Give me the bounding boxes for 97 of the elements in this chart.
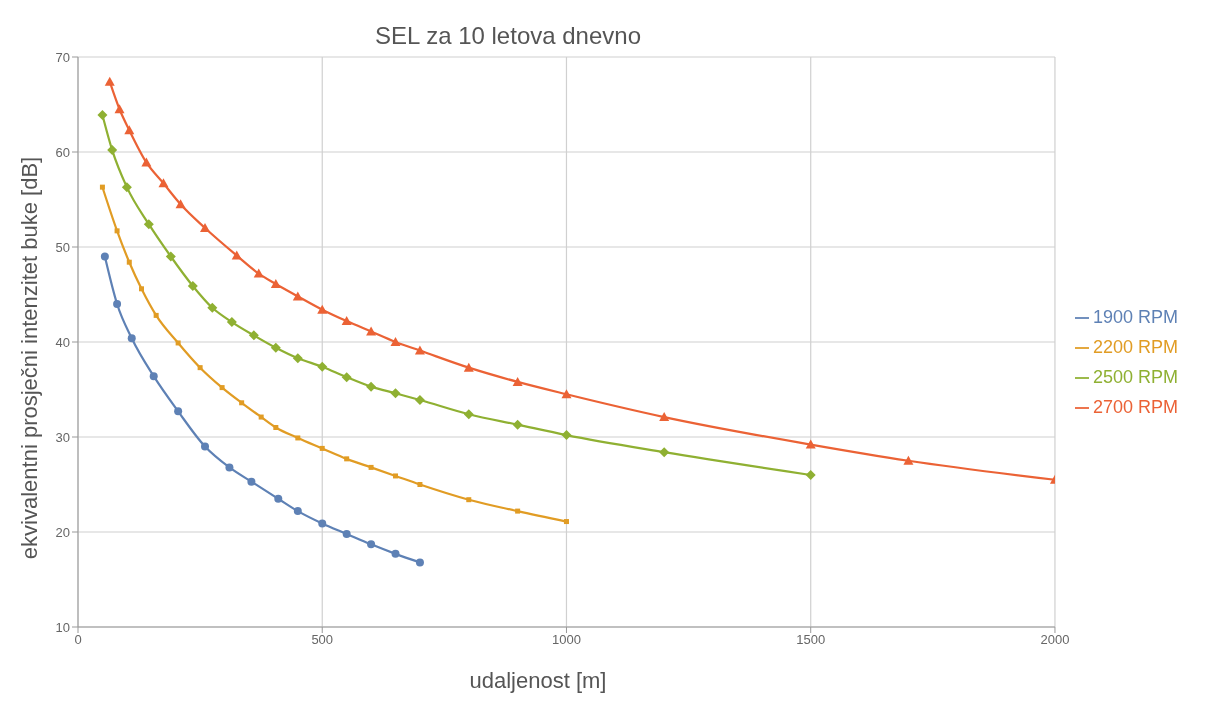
point: [561, 389, 572, 399]
point: [342, 529, 351, 538]
y-tick-label: 70: [55, 49, 70, 65]
point: [175, 340, 181, 346]
point: [248, 330, 259, 341]
point: [124, 125, 135, 135]
point: [141, 157, 152, 167]
point: [174, 407, 183, 416]
point: [126, 259, 132, 265]
point: [139, 286, 144, 292]
point: [367, 540, 376, 549]
legend-label: 2200 RPM: [1092, 337, 1178, 357]
point: [414, 345, 425, 355]
point: [197, 365, 203, 371]
point: [270, 342, 281, 353]
point: [207, 302, 218, 313]
point: [292, 353, 303, 364]
legend-label: 2500 RPM: [1092, 367, 1178, 387]
x-tick-label: 2000: [1040, 632, 1070, 648]
x-tick-label: 0: [74, 632, 82, 648]
point: [153, 312, 159, 318]
point: [512, 376, 523, 386]
point: [563, 519, 569, 525]
point: [366, 381, 377, 392]
point: [390, 337, 401, 346]
point: [226, 317, 237, 328]
y-tick-label: 60: [55, 144, 70, 160]
x-tick-label: 1500: [796, 632, 826, 648]
point: [414, 394, 425, 405]
x-tick-label: 1000: [552, 632, 581, 648]
point: [100, 252, 109, 261]
point: [295, 435, 301, 441]
point: [247, 477, 256, 486]
point: [805, 439, 816, 449]
chart-title: SEL za 10 letova dnevno: [374, 22, 642, 50]
point: [121, 182, 132, 193]
point: [659, 447, 670, 458]
point: [366, 326, 377, 336]
point: [292, 291, 303, 301]
point: [149, 372, 158, 381]
y-tick-label: 40: [55, 334, 70, 350]
point: [143, 219, 154, 230]
point: [200, 223, 210, 232]
point: [99, 184, 105, 190]
point: [273, 425, 279, 430]
point: [368, 464, 374, 470]
point: [463, 409, 474, 420]
point: [512, 419, 523, 430]
point: [515, 508, 521, 514]
y-axis-title: ekvivalentni prosječni intenzitet buke [dB]: [17, 156, 43, 560]
y-tick-label: 20: [55, 524, 70, 540]
point: [463, 362, 474, 372]
point: [391, 549, 400, 558]
point: [805, 470, 816, 480]
point: [231, 250, 242, 260]
point: [127, 334, 136, 343]
point: [415, 558, 424, 567]
point: [114, 104, 125, 114]
point: [274, 494, 283, 503]
point: [317, 361, 328, 372]
point: [253, 268, 264, 278]
point: [219, 385, 225, 391]
point: [393, 473, 399, 479]
point: [341, 316, 352, 326]
point: [417, 482, 423, 487]
point: [903, 455, 914, 465]
point: [561, 430, 572, 441]
x-axis-title: udaljenost [m]: [468, 668, 608, 694]
point: [390, 388, 401, 399]
y-tick-label: 50: [55, 239, 70, 255]
point: [317, 304, 328, 314]
point: [158, 178, 169, 188]
point: [165, 251, 176, 262]
point: [258, 414, 264, 420]
x-tick-label: 500: [311, 632, 334, 648]
point: [113, 300, 122, 308]
point: [97, 109, 108, 120]
point: [187, 280, 198, 291]
point: [319, 445, 325, 451]
point: [318, 519, 327, 528]
point: [293, 507, 302, 516]
y-tick-label: 10: [55, 619, 70, 635]
y-tick-label: 30: [55, 429, 70, 445]
point: [114, 228, 120, 234]
legend-label: 1900 RPM: [1092, 307, 1178, 327]
point: [225, 463, 234, 472]
legend-label: 2700 RPM: [1092, 397, 1178, 417]
point: [104, 76, 115, 86]
point: [466, 497, 472, 503]
point: [201, 442, 209, 451]
point: [270, 279, 281, 289]
point: [239, 400, 245, 406]
point: [344, 456, 350, 462]
point: [659, 412, 670, 422]
point: [175, 199, 186, 209]
point: [341, 372, 352, 383]
point: [107, 145, 118, 156]
